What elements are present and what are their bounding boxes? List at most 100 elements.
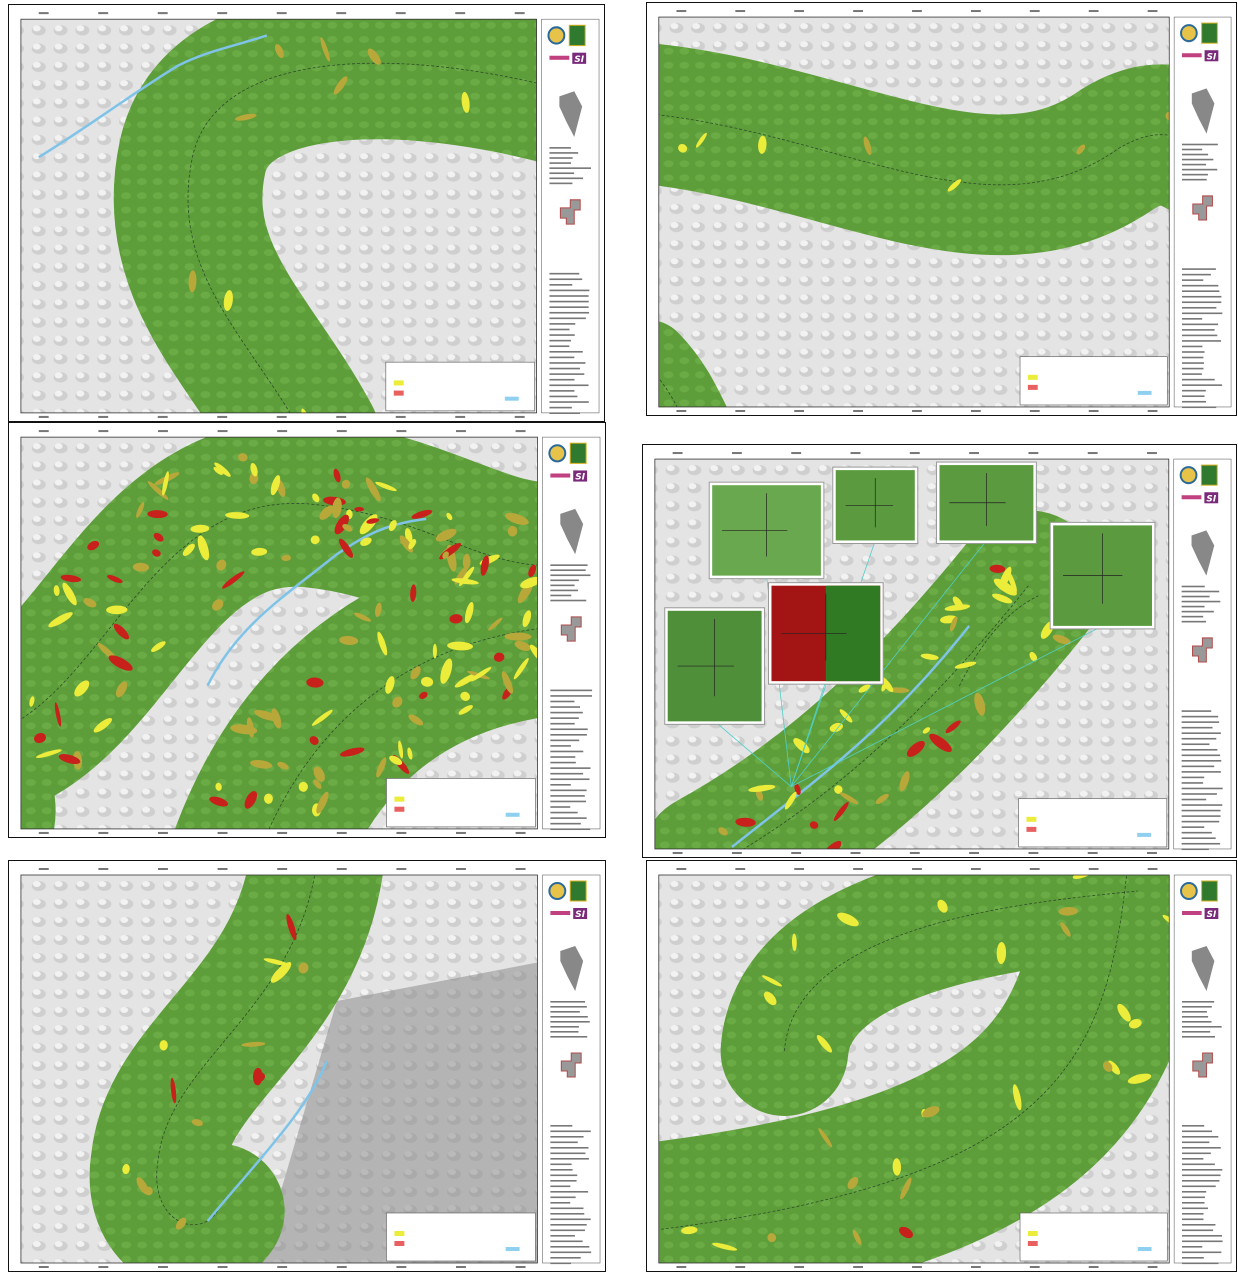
sidebar-text [1182, 346, 1202, 348]
sidebar-text [550, 1026, 579, 1028]
sidebar: SI [542, 437, 600, 830]
sidebar-text [1182, 616, 1204, 618]
coord-mark [1147, 452, 1157, 454]
sidebar-text [1182, 591, 1220, 593]
sidebar-text [1182, 1202, 1204, 1204]
coord-mark [218, 832, 228, 834]
coord-mark [1089, 868, 1099, 870]
sidebar-text [550, 695, 592, 697]
legend-swatch [1137, 833, 1151, 837]
sidebar-text [1182, 621, 1206, 623]
coord-mark [735, 1266, 745, 1268]
coord-mark [39, 430, 49, 432]
patch [354, 507, 364, 511]
sidebar-text [550, 1257, 580, 1259]
legend-swatch [505, 397, 519, 401]
sidebar-text [549, 177, 583, 179]
coord-mark [1147, 852, 1157, 854]
logo-flag [570, 881, 586, 901]
coord-mark [396, 1266, 406, 1268]
map-area [655, 459, 1169, 857]
sidebar-text [550, 812, 577, 814]
sidebar-text [1182, 1213, 1204, 1215]
map-sheet: SI [8, 860, 606, 1272]
coord-mark [158, 868, 168, 870]
sidebar-text [550, 1164, 571, 1166]
sidebar-text [550, 740, 579, 742]
sidebar-text [549, 412, 580, 414]
coord-mark [794, 868, 804, 870]
sidebar-text [550, 823, 580, 825]
sidebar-text [549, 172, 574, 174]
legend-swatch [1138, 1247, 1152, 1251]
sidebar-text [1182, 1191, 1206, 1193]
coord-mark [218, 868, 228, 870]
legend-swatch [1026, 817, 1036, 822]
coord-mark [515, 416, 525, 418]
legend-swatch [506, 813, 520, 817]
sidebar-text [1182, 1131, 1212, 1133]
sidebar-text [1182, 329, 1215, 331]
buffer-zone [647, 114, 1236, 185]
sidebar-text [550, 1036, 587, 1038]
sidebar-text [1182, 169, 1217, 171]
legend-swatch [506, 1247, 520, 1251]
coord-mark [1148, 410, 1158, 412]
sidebar-text [550, 828, 590, 830]
sidebar-text [550, 564, 587, 566]
logo-text: SI [1207, 52, 1217, 62]
sidebar-text [1182, 1021, 1211, 1023]
sidebar-text [550, 1224, 586, 1226]
sidebar-text [550, 1175, 577, 1177]
coord-mark [1030, 410, 1040, 412]
coord-mark [732, 452, 742, 454]
legend-swatch [1026, 827, 1036, 832]
sidebar-text [1182, 777, 1205, 779]
sidebar-text [550, 580, 578, 582]
coord-mark [158, 430, 168, 432]
map-sheet: SI [8, 422, 606, 838]
sidebar: SI [1174, 875, 1231, 1264]
coord-mark [337, 430, 347, 432]
sidebar-text [550, 1016, 587, 1018]
sidebar-text [550, 767, 590, 769]
map-sheet: SI [642, 444, 1237, 858]
legend-swatch [394, 1231, 404, 1236]
sidebar-text [550, 1219, 590, 1221]
sidebar-text [550, 569, 585, 571]
sidebar-text [1182, 601, 1221, 603]
coord-mark [1148, 1266, 1158, 1268]
sidebar-text [549, 362, 585, 364]
sidebar-text [550, 806, 570, 808]
logo-bar [1182, 53, 1202, 57]
coord-mark [218, 430, 228, 432]
sidebar-text [1182, 821, 1220, 823]
logo-seal [549, 883, 565, 899]
coord-mark [217, 416, 227, 418]
coord-mark [910, 852, 920, 854]
coord-mark [1089, 10, 1099, 12]
sidebar-text [1182, 606, 1205, 608]
sidebar-text [550, 1147, 588, 1149]
sidebar-text [550, 1235, 575, 1237]
sidebar-text [549, 147, 571, 149]
coord-mark [1030, 868, 1040, 870]
coord-mark [735, 868, 745, 870]
sidebar-text [1182, 1142, 1209, 1144]
coord-mark [732, 852, 742, 854]
logo-bar [1182, 495, 1202, 499]
sidebar-text [550, 773, 583, 775]
sidebar-text [1182, 1147, 1221, 1149]
coord-mark [971, 868, 981, 870]
sidebar-text [549, 368, 580, 370]
sidebar-text [549, 167, 591, 169]
sidebar-text [1182, 782, 1203, 784]
coord-mark [1089, 1266, 1099, 1268]
patch [271, 836, 289, 837]
sidebar-text [550, 817, 586, 819]
sidebar-text [549, 157, 572, 159]
sidebar-text [1182, 307, 1216, 309]
sidebar-text [550, 717, 578, 719]
coord-mark [910, 452, 920, 454]
sidebar: SI [1174, 17, 1231, 408]
